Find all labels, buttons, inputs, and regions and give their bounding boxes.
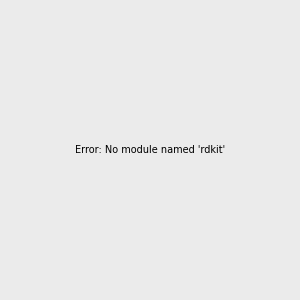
Text: Error: No module named 'rdkit': Error: No module named 'rdkit' — [75, 145, 225, 155]
